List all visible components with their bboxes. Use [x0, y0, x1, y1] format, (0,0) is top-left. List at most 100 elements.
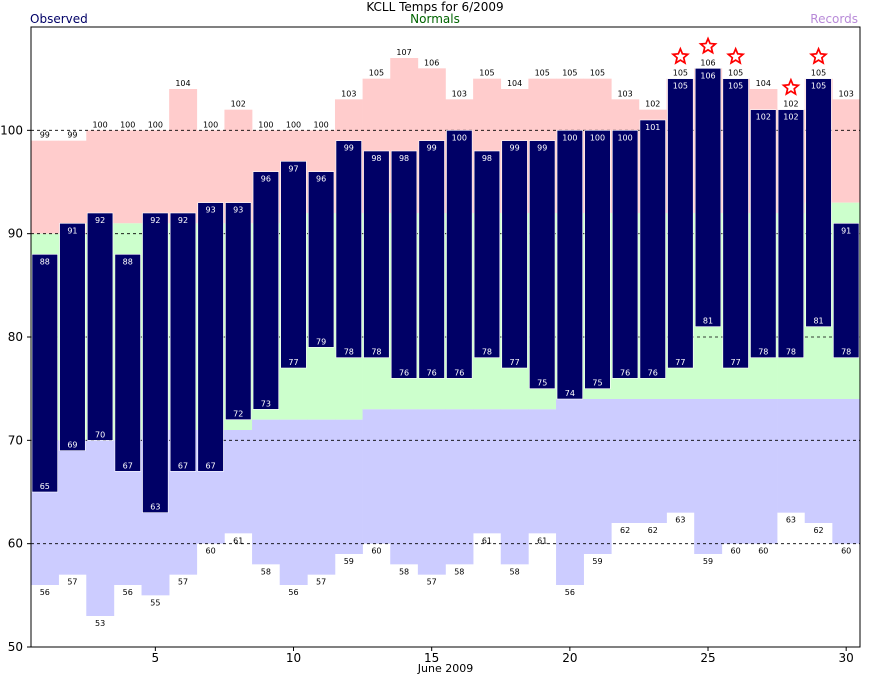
record-low-band [86, 440, 115, 616]
record-low-label: 56 [288, 588, 298, 597]
record-low-label: 62 [813, 526, 823, 535]
observed-bar [308, 171, 335, 348]
record-high-label: 105 [728, 69, 743, 78]
chart-title: KCLL Temps for 6/2009 [366, 0, 504, 14]
record-high-label: 100 [203, 120, 218, 129]
record-low-band [804, 399, 833, 523]
observed-high-label: 92 [150, 216, 160, 225]
record-high-label: 100 [314, 120, 329, 129]
observed-bar [252, 171, 279, 410]
observed-low-label: 65 [40, 482, 50, 491]
record-high-band [832, 99, 861, 203]
observed-bar [114, 254, 141, 472]
record-low-label: 60 [731, 547, 741, 556]
record-low-band [528, 409, 557, 534]
record-low-band [583, 399, 612, 554]
record-low-band [694, 399, 723, 554]
record-low-band [252, 419, 280, 565]
record-high-label: 105 [535, 69, 550, 78]
y-tick-label: 80 [8, 330, 23, 344]
record-high-label: 104 [756, 79, 771, 88]
record-low-band [362, 409, 391, 544]
observed-high-label: 99 [509, 144, 519, 153]
observed-low-label: 67 [123, 461, 133, 470]
record-high-label: 99 [40, 131, 50, 140]
y-tick-label: 100 [0, 123, 23, 137]
observed-bar [225, 202, 252, 420]
observed-high-label: 96 [261, 175, 271, 184]
observed-high-label: 105 [673, 82, 688, 91]
observed-high-label: 88 [123, 257, 133, 266]
record-high-label: 100 [92, 120, 107, 129]
record-high-band [113, 130, 142, 224]
record-high-label: 107 [396, 48, 411, 57]
record-low-label: 58 [509, 567, 519, 576]
legend-records: Records [810, 12, 858, 26]
observed-bar [529, 140, 556, 389]
x-tick-label: 25 [700, 651, 715, 665]
record-high-label: 104 [175, 79, 190, 88]
observed-low-label: 73 [261, 399, 271, 408]
record-low-label: 63 [786, 516, 796, 525]
x-tick-label: 10 [286, 651, 301, 665]
record-low-label: 60 [371, 547, 381, 556]
y-tick-label: 90 [8, 227, 23, 241]
record-high-label: 106 [424, 58, 439, 67]
record-low-label: 57 [67, 578, 77, 587]
record-star-inner-icon [702, 40, 714, 51]
record-low-label: 61 [537, 536, 547, 545]
observed-low-label: 72 [233, 410, 243, 419]
record-star-inner-icon [675, 51, 686, 62]
observed-bar [86, 212, 114, 441]
record-low-band [721, 399, 750, 544]
observed-high-label: 101 [645, 123, 660, 132]
observed-high-label: 91 [841, 226, 851, 235]
observed-bar [667, 78, 694, 369]
observed-bar [501, 140, 528, 369]
observed-low-label: 78 [786, 348, 796, 357]
record-high-label: 102 [783, 100, 798, 109]
observed-bar [556, 130, 583, 400]
record-high-band [141, 130, 170, 224]
y-tick-label: 70 [8, 433, 23, 447]
record-low-band [832, 399, 861, 544]
x-tick-label: 20 [562, 651, 577, 665]
record-low-band [749, 399, 778, 544]
y-tick-label: 60 [8, 537, 23, 551]
record-high-label: 100 [286, 120, 301, 129]
record-low-label: 57 [316, 578, 326, 587]
observed-high-label: 93 [206, 206, 216, 215]
record-low-band [500, 409, 529, 565]
observed-high-label: 100 [617, 133, 632, 142]
record-high-label: 105 [479, 69, 494, 78]
observed-high-label: 98 [399, 154, 409, 163]
record-low-label: 58 [261, 567, 271, 576]
record-high-label: 103 [839, 89, 854, 98]
record-high-label: 100 [148, 120, 163, 129]
observed-bar [197, 202, 224, 472]
record-low-band [638, 399, 667, 523]
observed-high-label: 99 [427, 144, 437, 153]
record-high-band [169, 89, 198, 224]
observed-low-label: 74 [565, 389, 575, 398]
record-low-label: 59 [344, 557, 354, 566]
observed-bar [805, 78, 832, 327]
observed-high-label: 98 [482, 154, 492, 163]
observed-high-label: 99 [537, 144, 547, 153]
observed-high-label: 92 [95, 216, 105, 225]
observed-high-label: 97 [288, 164, 298, 173]
observed-high-label: 105 [811, 82, 826, 91]
record-high-band [58, 140, 87, 234]
observed-low-label: 79 [316, 337, 326, 346]
record-low-band [556, 399, 584, 585]
observed-high-label: 102 [756, 113, 771, 122]
y-tick-label: 50 [8, 640, 23, 654]
record-star-inner-icon [813, 51, 824, 62]
record-low-label: 62 [648, 526, 658, 535]
record-low-label: 55 [150, 598, 160, 607]
record-low-label: 60 [206, 547, 216, 556]
observed-high-label: 92 [178, 216, 188, 225]
record-high-label: 103 [452, 89, 467, 98]
observed-bar [418, 140, 445, 379]
